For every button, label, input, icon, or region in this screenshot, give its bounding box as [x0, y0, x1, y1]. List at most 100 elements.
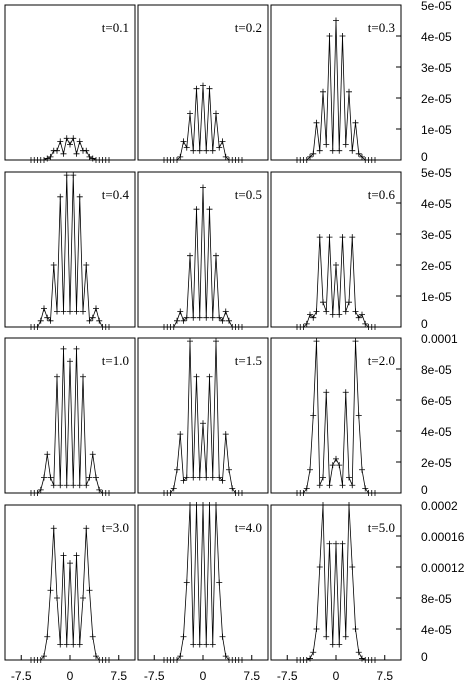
point-marker: [83, 147, 90, 154]
y-tick-label: 0.0002: [421, 499, 458, 513]
point-marker: [333, 540, 339, 547]
point-marker: [323, 633, 330, 640]
panel-frame: [4, 171, 136, 328]
point-marker: [180, 633, 187, 640]
point-marker: [313, 308, 320, 315]
point-marker: [106, 490, 112, 496]
x-tick-label: 7.5: [376, 669, 393, 683]
panel-frame: [270, 171, 402, 328]
point-marker: [96, 317, 103, 324]
point-marker: [216, 579, 223, 586]
curve: [31, 528, 109, 661]
point-marker: [73, 552, 80, 559]
x-tick-label: -7.5: [277, 669, 298, 683]
y-tick-label: 1e-05: [421, 123, 452, 137]
point-marker: [76, 193, 83, 200]
point-marker: [187, 502, 193, 508]
point-marker: [183, 579, 190, 586]
y-tick-label: 3e-05: [421, 228, 452, 242]
point-marker: [106, 657, 112, 663]
point-marker: [359, 466, 365, 473]
point-marker: [174, 466, 180, 473]
point-marker: [67, 141, 73, 148]
point-marker: [213, 252, 219, 259]
y-tick-label: 4e-05: [421, 623, 452, 637]
point-marker: [86, 317, 93, 324]
point-marker: [339, 540, 346, 547]
point-marker: [47, 587, 54, 594]
annotation: t=0.4: [102, 187, 130, 202]
annotation: t=3.0: [102, 520, 129, 535]
point-marker: [44, 314, 51, 321]
point-marker: [76, 482, 83, 489]
point-marker: [177, 653, 184, 660]
point-marker: [190, 474, 197, 481]
point-marker: [313, 338, 320, 345]
point-marker: [196, 641, 203, 648]
curve: [297, 341, 375, 494]
point-marker: [37, 317, 44, 324]
point-marker: [76, 641, 83, 648]
point-marker: [180, 477, 187, 484]
point-marker: [346, 88, 352, 95]
point-marker: [213, 110, 219, 117]
point-marker: [329, 311, 336, 318]
point-marker: [239, 157, 245, 163]
point-marker: [326, 540, 333, 547]
curve: [297, 504, 375, 661]
point-marker: [167, 490, 174, 496]
y-tick-label: 0.00012: [421, 561, 465, 575]
y-tick-label: 5e-05: [421, 0, 452, 13]
point-marker: [303, 320, 310, 327]
point-marker: [310, 649, 317, 656]
point-marker: [203, 147, 210, 154]
point-marker: [329, 641, 336, 648]
y-tick-label: 0: [421, 650, 428, 664]
point-marker: [352, 119, 359, 126]
point-marker: [222, 153, 229, 160]
point-marker: [307, 311, 313, 318]
point-marker: [329, 462, 336, 469]
point-marker: [47, 474, 54, 481]
point-marker: [63, 135, 70, 142]
point-marker: [313, 119, 320, 126]
panel-frame: [137, 4, 269, 161]
point-marker: [50, 482, 57, 489]
y-tick-label: 2e-05: [421, 259, 452, 273]
point-marker: [209, 147, 216, 154]
point-marker: [86, 153, 93, 160]
point-marker: [80, 595, 86, 601]
point-marker: [359, 153, 365, 160]
point-marker: [206, 373, 213, 380]
point-marker: [63, 482, 70, 489]
y-tick-label: 0.00016: [421, 530, 465, 544]
point-marker: [170, 485, 177, 492]
point-marker: [352, 308, 359, 315]
y-tick-label: 5e-05: [421, 166, 452, 180]
point-marker: [34, 490, 41, 496]
panel-frame: [270, 337, 402, 494]
point-marker: [310, 412, 317, 419]
x-tick-label: 0: [67, 669, 74, 683]
point-marker: [70, 135, 77, 142]
annotation: t=0.6: [368, 187, 396, 202]
y-tick-label: 0.0001: [421, 332, 458, 346]
point-marker: [193, 206, 200, 213]
point-marker: [216, 144, 223, 151]
point-marker: [352, 626, 359, 632]
point-marker: [355, 150, 362, 157]
point-marker: [180, 138, 187, 145]
curve: [297, 237, 375, 328]
point-marker: [60, 345, 67, 352]
point-marker: [54, 595, 60, 601]
point-marker: [323, 141, 330, 148]
point-marker: [313, 626, 320, 632]
point-marker: [180, 317, 187, 324]
point-marker: [239, 657, 245, 663]
point-marker: [70, 172, 77, 179]
point-marker: [222, 431, 229, 438]
y-tick-label: 4e-05: [421, 197, 452, 211]
x-tick-label: -7.5: [11, 669, 32, 683]
point-marker: [89, 451, 96, 458]
point-marker: [37, 486, 44, 493]
